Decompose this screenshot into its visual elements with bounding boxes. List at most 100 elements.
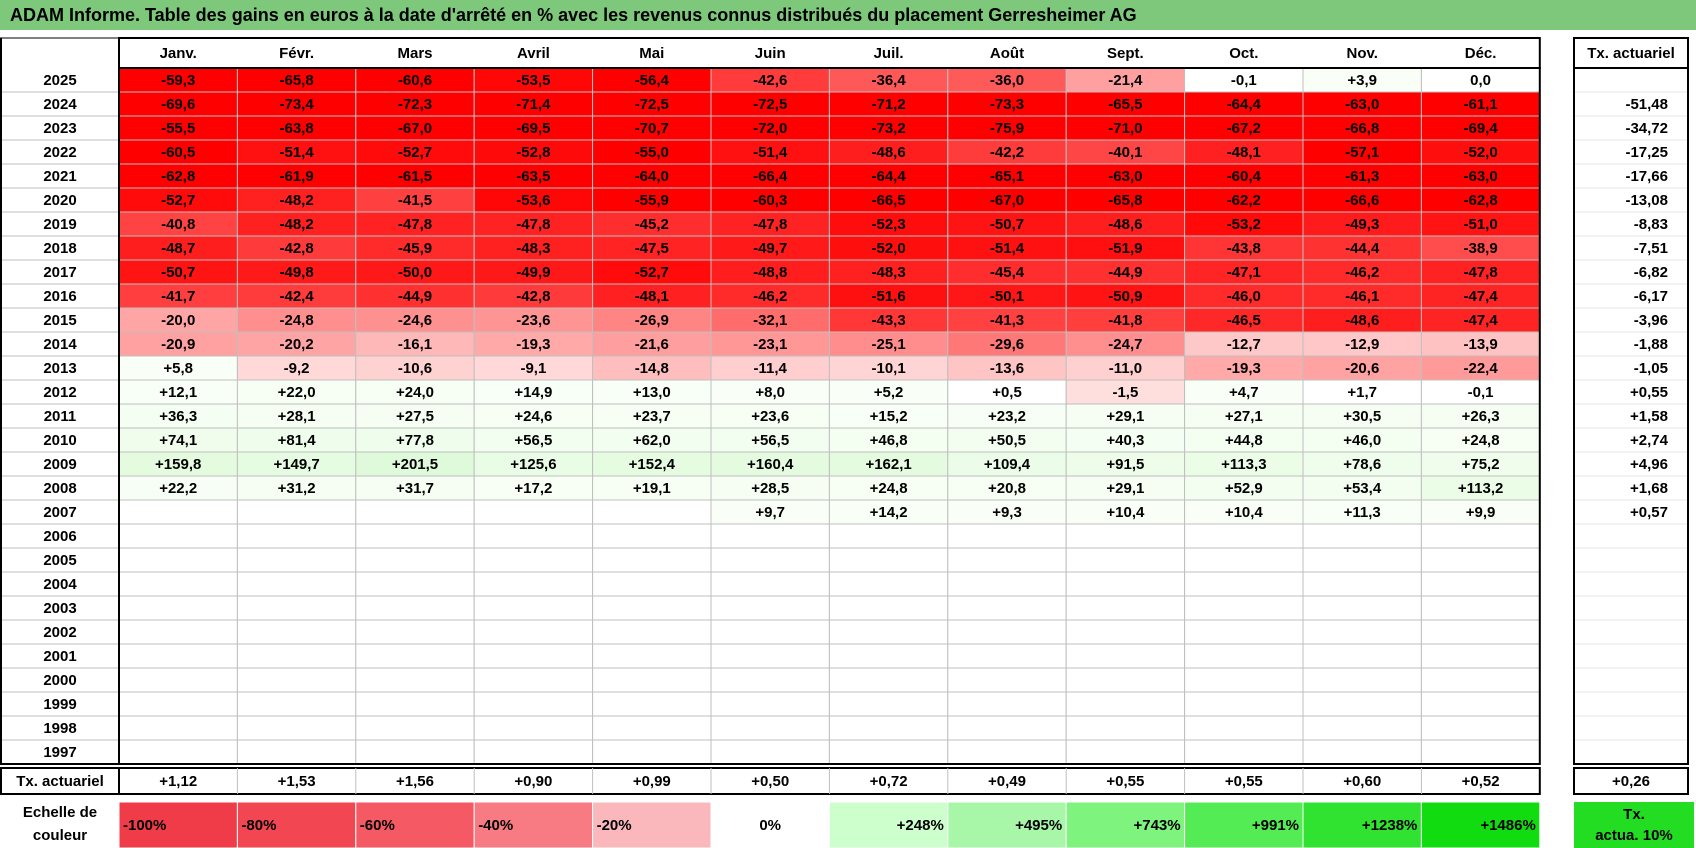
cell-2007-7 [828, 499, 949, 525]
cell-2003-2 [236, 595, 357, 621]
cell-2005-8 [947, 547, 1067, 573]
row-year-2019: 2019 [43, 216, 76, 233]
cell-2022-2 [236, 139, 357, 165]
column-header-12: Déc. [1465, 45, 1497, 62]
legend-swatch-5 [592, 801, 712, 848]
cell-2001-3 [355, 643, 475, 669]
cell-2011-10 [1184, 403, 1304, 429]
cell-2014-11 [1302, 331, 1422, 357]
cell-1997-3 [355, 739, 475, 765]
tx-body-frame [1573, 67, 1689, 765]
cell-2000-10 [1184, 667, 1304, 693]
cell-2003-11 [1302, 595, 1422, 621]
legend-label-line2: couleur [33, 827, 87, 844]
cell-value-2018-3: -45,9 [398, 240, 432, 257]
cell-value-2017-10: -47,1 [1227, 264, 1261, 281]
cell-value-2015-4: -23,6 [516, 312, 550, 329]
cell-value-2011-3: +27,5 [396, 408, 434, 425]
cell-value-2018-6: -49,7 [753, 240, 787, 257]
cell-2010-4 [473, 427, 594, 453]
row-year-2003: 2003 [43, 600, 76, 617]
cell-2005-10 [1184, 547, 1304, 573]
cell-value-2018-11: -44,4 [1345, 240, 1380, 257]
cell-1997-8 [947, 739, 1067, 765]
row-year-1997: 1997 [43, 744, 76, 761]
cell-1998-3 [355, 715, 475, 741]
legend-swatch-2 [236, 801, 357, 848]
row-year-2008: 2008 [43, 480, 76, 497]
cell-value-2012-4: +14,9 [514, 384, 552, 401]
cell-2013-12 [1420, 355, 1541, 381]
row-year-2017: 2017 [43, 264, 76, 281]
cell-2005-6 [710, 547, 830, 573]
cell-2015-1 [118, 307, 238, 333]
cell-2001-8 [947, 643, 1067, 669]
cell-value-2016-11: -46,1 [1345, 288, 1379, 305]
cell-value-2020-1: -52,7 [161, 192, 195, 209]
cell-1999-8 [947, 691, 1067, 717]
cell-2003-5 [592, 595, 712, 621]
cell-value-2012-3: +24,0 [396, 384, 434, 401]
cell-value-2014-7: -25,1 [871, 336, 905, 353]
row-year-1999: 1999 [43, 696, 76, 713]
tx-value-2021: -17,66 [1625, 168, 1668, 185]
cell-value-2007-11: +11,3 [1344, 504, 1381, 521]
cell-2014-3 [355, 331, 475, 357]
cell-value-2017-9: -44,9 [1108, 264, 1142, 281]
cell-2007-5 [592, 499, 712, 525]
row-year-2013: 2013 [43, 360, 76, 377]
cell-value-2021-11: -61,3 [1345, 168, 1379, 185]
cell-2002-5 [592, 619, 712, 645]
cell-value-2024-2: -73,4 [279, 96, 314, 113]
cell-2003-9 [1065, 595, 1186, 621]
cell-2018-10 [1184, 235, 1304, 261]
cell-2006-11 [1302, 523, 1422, 549]
cell-value-2013-9: -11,0 [1109, 360, 1142, 377]
cell-value-2020-10: -62,2 [1227, 192, 1261, 209]
cell-2004-7 [828, 571, 949, 597]
cell-value-2020-2: -48,2 [279, 192, 313, 209]
cell-value-2015-6: -32,1 [753, 312, 787, 329]
cell-2005-12 [1420, 547, 1541, 573]
cell-value-2007-10: +10,4 [1225, 504, 1264, 521]
legend-item-8: +495% [1015, 817, 1062, 834]
cell-2009-6 [710, 451, 830, 477]
cell-value-2024-9: -65,5 [1108, 96, 1142, 113]
legend-item-11: +1238% [1362, 817, 1417, 834]
tx-value-2020: -13,08 [1625, 192, 1668, 209]
cell-value-2010-12: +24,8 [1462, 432, 1500, 449]
tx-value-2011: +1,58 [1630, 408, 1668, 425]
cell-value-2019-11: -49,3 [1345, 216, 1379, 233]
row-year-2000: 2000 [43, 672, 76, 689]
legend-swatch-7 [828, 801, 949, 848]
cell-2009-10 [1184, 451, 1304, 477]
cell-value-2017-1: -50,7 [161, 264, 195, 281]
legend-item-2: -80% [241, 817, 276, 834]
footer-value-2: +1,53 [278, 773, 316, 790]
cell-value-2025-5: -56,4 [635, 72, 670, 89]
cell-2024-1 [118, 91, 238, 117]
cell-value-2015-9: -41,8 [1108, 312, 1142, 329]
tx-value-2019: -8,83 [1634, 216, 1668, 233]
cell-2005-9 [1065, 547, 1186, 573]
cell-value-2010-10: +44,8 [1225, 432, 1263, 449]
cell-2010-7 [828, 427, 949, 453]
cell-value-2007-9: +10,4 [1106, 504, 1145, 521]
cell-value-2023-4: -69,5 [516, 120, 550, 137]
cell-value-2010-7: +46,8 [870, 432, 908, 449]
cell-2023-9 [1065, 115, 1186, 141]
cell-2002-10 [1184, 619, 1304, 645]
cell-1999-4 [473, 691, 594, 717]
cell-value-2016-8: -50,1 [990, 288, 1024, 305]
cell-2021-2 [236, 163, 357, 189]
cell-2019-10 [1184, 211, 1304, 237]
cell-value-2015-2: -24,8 [279, 312, 313, 329]
column-header-1: Janv. [160, 45, 197, 62]
cell-value-2024-12: -61,1 [1463, 96, 1497, 113]
cell-2003-8 [947, 595, 1067, 621]
cell-2024-7 [828, 91, 949, 117]
cell-2004-1 [118, 571, 238, 597]
cell-2001-9 [1065, 643, 1186, 669]
tx-value-2010: +2,74 [1630, 432, 1669, 449]
